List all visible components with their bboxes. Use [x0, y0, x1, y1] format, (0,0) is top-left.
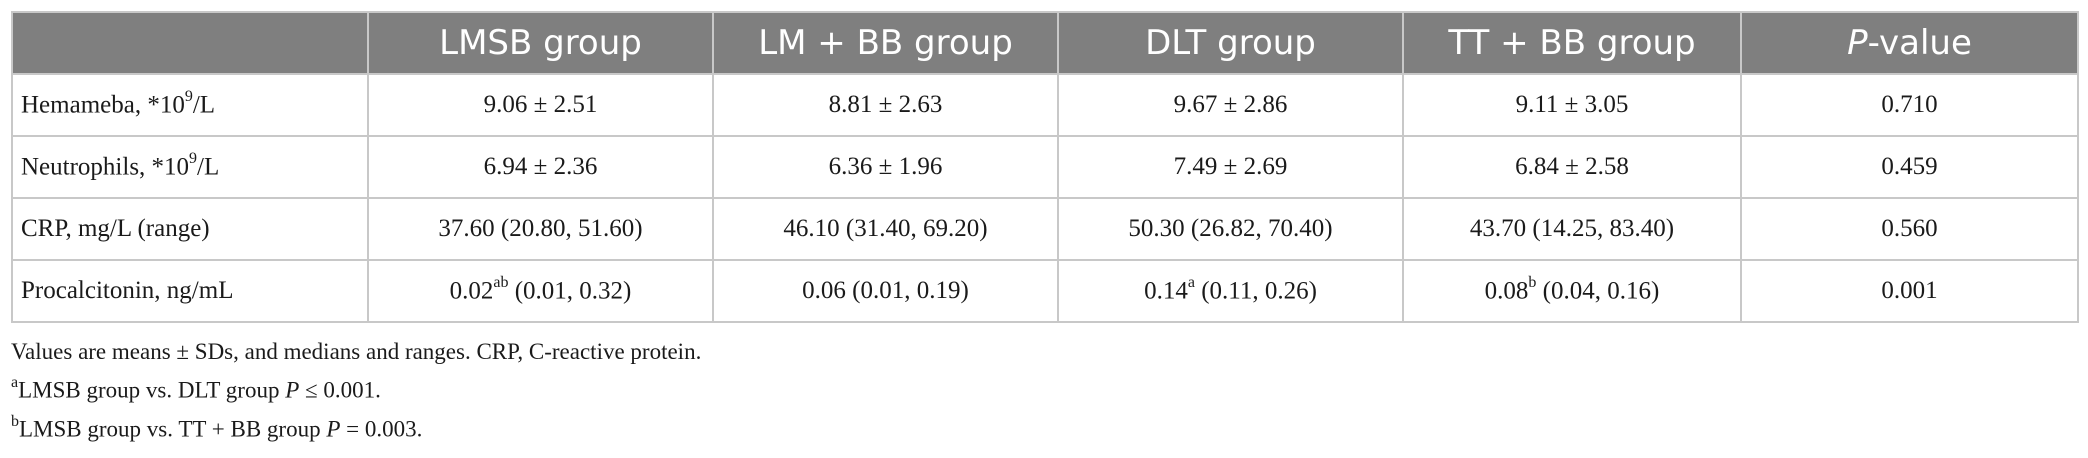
row-label-hemameba: Hemameba, *109/L: [11, 73, 369, 137]
table-cell: 6.36 ± 1.96: [712, 135, 1059, 199]
table-cell: 0.06 (0.01, 0.19): [712, 259, 1059, 323]
header-tt-bb-group: TT + BB group: [1402, 11, 1742, 75]
table-cell: 0.001: [1740, 259, 2079, 323]
row-label-text: Neutrophils, *10: [21, 153, 190, 181]
cell-value: 0.02: [449, 277, 494, 305]
header-cell-empty: [11, 11, 369, 75]
table-cell: 37.60 (20.80, 51.60): [367, 197, 714, 261]
footnote-general: Values are means ± SDs, and medians and …: [11, 339, 702, 364]
table-body: Hemameba, *109/L 9.06 ± 2.51 8.81 ± 2.63…: [11, 73, 2079, 323]
table-row: CRP, mg/L (range) 37.60 (20.80, 51.60) 4…: [11, 197, 2079, 261]
table-cell: 0.08b (0.04, 0.16): [1402, 259, 1742, 323]
cell-sup: b: [1528, 274, 1537, 292]
table-cell: 9.06 ± 2.51: [367, 73, 714, 137]
table-cell: 50.30 (26.82, 70.40): [1057, 197, 1404, 261]
table-row: Neutrophils, *109/L 6.94 ± 2.36 6.36 ± 1…: [11, 135, 2079, 199]
footnote-marker: b: [11, 412, 19, 430]
table-cell: 0.560: [1740, 197, 2079, 261]
table-cell: 8.81 ± 2.63: [712, 73, 1059, 137]
table-cell: 9.67 ± 2.86: [1057, 73, 1404, 137]
table-row: Hemameba, *109/L 9.06 ± 2.51 8.81 ± 2.63…: [11, 73, 2079, 137]
header-p-value: P-value: [1740, 11, 2079, 75]
cell-rest: (0.04, 0.16): [1536, 277, 1660, 305]
table-cell: 9.11 ± 3.05: [1402, 73, 1742, 137]
p-value-rest: -value: [1867, 23, 1972, 63]
footnote-marker: a: [11, 374, 19, 391]
row-label-procalcitonin: Procalcitonin, ng/mL: [11, 259, 369, 323]
table-footnotes: Values are means ± SDs, and medians and …: [11, 335, 2077, 445]
row-label-sup: 9: [189, 150, 198, 168]
cell-rest: (0.11, 0.26): [1194, 277, 1317, 305]
cell-rest: (0.01, 0.32): [508, 277, 632, 305]
table-cell: 0.710: [1740, 73, 2079, 137]
cell-value: 0.14: [1144, 277, 1188, 305]
row-label-crp: CRP, mg/L (range): [11, 197, 369, 261]
header-row: LMSB group LM + BB group DLT group TT + …: [11, 11, 2079, 75]
row-label-sup: 9: [184, 88, 193, 106]
p-italic: P: [1847, 23, 1868, 63]
row-label-after: /L: [192, 91, 216, 119]
cell-sup: ab: [493, 274, 509, 292]
table-cell: 0.459: [1740, 135, 2079, 199]
cell-value: 0.08: [1484, 277, 1529, 305]
table-cell: 46.10 (31.40, 69.20): [712, 197, 1059, 261]
row-label-text: Hemameba, *10: [21, 91, 185, 119]
table-cell: 7.49 ± 2.69: [1057, 135, 1404, 199]
table-figure: LMSB group LM + BB group DLT group TT + …: [11, 11, 2079, 445]
footnote-a: aLMSB group vs. DLT group P ≤ 0.001.: [11, 368, 2077, 407]
row-label-after: /L: [197, 153, 220, 181]
table-cell: 6.84 ± 2.58: [1402, 135, 1742, 199]
footnote-b: bLMSB group vs. TT + BB group P = 0.003.: [11, 407, 2077, 446]
table-cell: 6.94 ± 2.36: [367, 135, 714, 199]
cell-sup: a: [1187, 274, 1195, 292]
footnote-italic: P: [326, 416, 341, 442]
footnote-text: LMSB group vs. DLT group: [18, 377, 286, 403]
footnote-text: LMSB group vs. TT + BB group: [19, 416, 327, 442]
header-lmsb-group: LMSB group: [367, 11, 714, 75]
table-cell: 43.70 (14.25, 83.40): [1402, 197, 1742, 261]
table-header: LMSB group LM + BB group DLT group TT + …: [11, 11, 2079, 75]
footnote-italic: P: [285, 377, 300, 403]
table-cell: 0.14a (0.11, 0.26): [1057, 259, 1404, 323]
footnote-after: = 0.003.: [340, 416, 423, 442]
table-cell: 0.02ab (0.01, 0.32): [367, 259, 714, 323]
footnote-after: ≤ 0.001.: [299, 377, 381, 403]
data-table: LMSB group LM + BB group DLT group TT + …: [11, 11, 2079, 323]
header-lm-bb-group: LM + BB group: [712, 11, 1059, 75]
row-label-neutrophils: Neutrophils, *109/L: [11, 135, 369, 199]
table-row: Procalcitonin, ng/mL 0.02ab (0.01, 0.32)…: [11, 259, 2079, 323]
header-dlt-group: DLT group: [1057, 11, 1404, 75]
